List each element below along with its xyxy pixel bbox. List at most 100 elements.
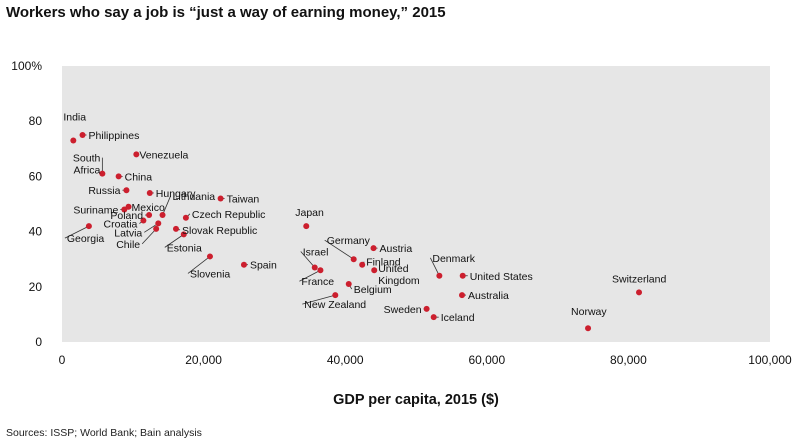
leader-germany: [324, 239, 354, 260]
x-tick-label: 80,000: [610, 353, 647, 367]
leader-france: [299, 269, 321, 282]
y-tick-label: 20: [29, 280, 43, 294]
label-suriname: Suriname: [73, 205, 118, 217]
label-germany: Germany: [327, 235, 371, 247]
label-czech-republic: Czech Republic: [192, 209, 266, 221]
x-tick-label: 40,000: [327, 353, 364, 367]
label-south-africa: South Africa: [73, 153, 101, 177]
data-points: [70, 132, 643, 332]
point-slovak-republic: [172, 225, 179, 232]
y-tick-label: 40: [29, 225, 43, 239]
point-lithuania: [159, 212, 166, 219]
label-austria: Austria: [380, 243, 413, 255]
point-suriname: [121, 206, 128, 213]
label-israel: Israel: [303, 246, 329, 258]
point-iceland: [430, 314, 437, 321]
label-denmark: Denmark: [432, 253, 475, 265]
point-united-kingdom: [371, 267, 378, 274]
x-tick-label: 20,000: [185, 353, 222, 367]
label-japan: Japan: [295, 207, 324, 219]
point-spain: [240, 261, 247, 268]
leader-georgia: [64, 225, 90, 239]
point-israel: [311, 264, 318, 271]
label-chile: Chile: [116, 239, 140, 251]
point-austria: [370, 245, 377, 252]
label-belgium: Belgium: [354, 284, 392, 296]
leader-new-zealand: [302, 294, 336, 305]
label-russia: Russia: [88, 185, 120, 197]
label-lithuania: Lithuania: [173, 191, 216, 203]
plot-area: [62, 66, 770, 342]
point-new-zealand: [332, 292, 339, 299]
label-france: France: [301, 276, 334, 288]
label-mexico: Mexico: [132, 202, 165, 214]
point-germany: [350, 256, 357, 263]
x-tick-label: 0: [59, 353, 66, 367]
y-tick-label: 80: [29, 114, 43, 128]
point-russia: [123, 187, 130, 194]
point-india: [70, 137, 77, 144]
x-tick-label: 100,000: [748, 353, 792, 367]
x-axis-ticks: 0 20,000 40,000 60,000 80,000 100,000: [59, 353, 792, 367]
label-finland: Finland: [366, 257, 401, 269]
label-norway: Norway: [571, 306, 607, 318]
label-sweden: Sweden: [384, 304, 422, 316]
point-south-africa: [99, 170, 106, 177]
label-slovak-republic: Slovak Republic: [182, 225, 257, 237]
point-belgium: [345, 281, 352, 288]
label-iceland: Iceland: [441, 312, 475, 324]
leader-estonia: [164, 234, 185, 248]
label-georgia: Georgia: [67, 233, 105, 245]
point-croatia: [140, 217, 147, 224]
label-taiwan: Taiwan: [227, 193, 260, 205]
label-poland: Poland: [110, 210, 143, 222]
label-india: India: [63, 112, 86, 124]
point-taiwan: [217, 195, 224, 202]
label-slovenia: Slovenia: [190, 268, 230, 280]
label-estonia: Estonia: [167, 242, 202, 254]
point-japan: [303, 223, 310, 230]
leader-denmark: [430, 257, 440, 276]
x-axis-title: GDP per capita, 2015 ($): [333, 392, 499, 408]
point-philippines: [79, 132, 86, 138]
label-china: China: [125, 171, 153, 183]
point-hungary: [146, 189, 153, 196]
chart-title: Workers who say a job is “just a way of …: [6, 4, 446, 21]
point-norway: [585, 325, 592, 332]
label-spain: Spain: [250, 260, 277, 272]
point-china: [115, 173, 122, 180]
point-finland: [359, 261, 366, 268]
point-denmark: [436, 272, 443, 279]
source-note: Sources: ISSP; World Bank; Bain analysis: [6, 427, 202, 439]
leader-chile: [141, 228, 157, 245]
point-latvia: [155, 220, 162, 227]
y-tick-label: 60: [29, 169, 43, 183]
point-georgia: [85, 223, 92, 230]
point-venezuela: [133, 151, 140, 158]
leader-lithuania: [162, 195, 171, 216]
point-mexico: [125, 203, 132, 210]
point-france: [317, 267, 324, 274]
point-czech-republic: [182, 214, 189, 221]
leader-slovenia: [187, 256, 211, 274]
leader-israel: [300, 251, 316, 268]
y-axis-ticks: 0 20 40 60 80 100%: [11, 59, 42, 349]
point-sweden: [423, 305, 430, 312]
point-chile: [153, 225, 160, 232]
x-tick-label: 60,000: [468, 353, 505, 367]
label-croatia: Croatia: [104, 219, 138, 231]
label-switzerland: Switzerland: [612, 273, 666, 285]
y-tick-label: 0: [35, 335, 42, 349]
point-switzerland: [636, 289, 643, 296]
label-new-zealand: New Zealand: [304, 299, 366, 311]
point-estonia: [180, 231, 187, 238]
label-venezuela: Venezuela: [139, 149, 188, 161]
label-australia: Australia: [468, 290, 509, 302]
label-hungary: Hungary: [156, 188, 196, 200]
label-united-kingdom: United Kingdom: [378, 263, 420, 287]
y-tick-label: 100%: [11, 59, 42, 73]
point-australia: [459, 292, 466, 299]
label-philippines: Philippines: [89, 130, 140, 142]
